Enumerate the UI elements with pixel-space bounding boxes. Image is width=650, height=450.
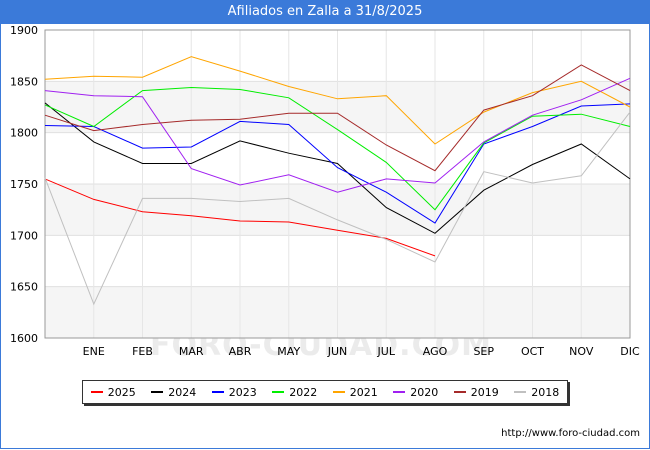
y-tick-label: 1650	[10, 281, 38, 294]
legend-swatch	[90, 391, 103, 393]
x-tick-label: ENE	[83, 345, 105, 358]
x-tick-label: AGO	[423, 345, 448, 358]
legend-item-2021: 2021	[332, 385, 378, 399]
legend-item-2019: 2019	[453, 385, 499, 399]
x-tick-label: ABR	[229, 345, 252, 358]
y-tick-label: 1750	[10, 178, 38, 191]
y-tick-label: 1600	[10, 332, 38, 345]
legend-label: 2022	[289, 385, 318, 399]
legend-swatch	[272, 391, 285, 393]
y-tick-label: 1800	[10, 127, 38, 140]
legend-swatch	[453, 391, 466, 393]
x-tick-label: DIC	[620, 345, 640, 358]
legend-swatch	[151, 391, 164, 393]
series-line-2023	[44, 103, 631, 224]
legend-item-2020: 2020	[393, 386, 438, 399]
x-tick-label: JUN	[327, 345, 348, 358]
x-tick-label: MAR	[179, 345, 204, 358]
y-tick-label: 1850	[10, 75, 38, 88]
legend-item-2025: 2025	[90, 385, 136, 399]
legend-item-2023: 2023	[211, 385, 257, 399]
series-line-2018	[44, 111, 631, 306]
x-tick-label: MAY	[277, 345, 300, 358]
legend-item-2018: 2018	[514, 386, 559, 399]
legend-label: 2021	[349, 385, 378, 399]
chart-legend: 2025 2024 2023 2022 2021 2020 2019 2018	[82, 380, 568, 404]
legend-swatch	[514, 391, 527, 393]
series-line-2019	[44, 64, 631, 172]
legend-label: 2019	[470, 385, 499, 399]
legend-label: 2025	[107, 385, 136, 399]
chart-title: Afiliados en Zalla a 31/8/2025	[0, 0, 650, 24]
x-tick-label: SEP	[473, 345, 494, 358]
x-tick-label: NOV	[569, 345, 594, 358]
series-line-2020	[44, 77, 631, 193]
series-line-2025	[44, 178, 436, 257]
legend-item-2022: 2022	[272, 386, 317, 399]
series-line-2022	[44, 86, 631, 211]
legend-label: 2023	[228, 385, 257, 399]
legend-swatch	[211, 391, 224, 393]
series-line-2021	[44, 56, 631, 145]
legend-label: 2020	[410, 385, 439, 399]
y-tick-label: 1900	[10, 24, 38, 37]
legend-label: 2018	[531, 385, 560, 399]
legend-label: 2024	[168, 385, 197, 399]
plot-area-border	[44, 29, 631, 339]
x-tick-label: JUL	[377, 345, 396, 358]
legend-swatch	[332, 391, 345, 393]
legend-swatch	[393, 391, 406, 393]
x-tick-label: OCT	[521, 345, 544, 358]
legend-item-2024: 2024	[151, 386, 196, 399]
x-tick-label: FEB	[132, 345, 153, 358]
series-line-2024	[44, 102, 631, 234]
source-url: http://www.foro-ciudad.com	[501, 428, 640, 439]
y-tick-label: 1700	[10, 229, 38, 242]
